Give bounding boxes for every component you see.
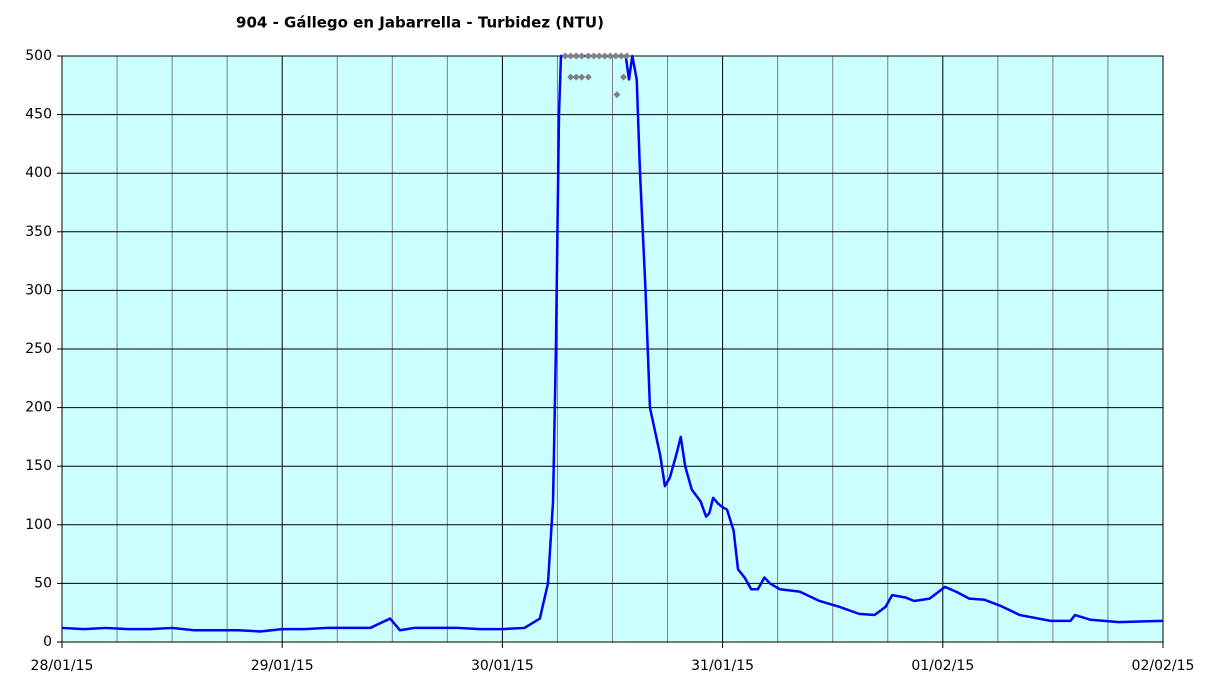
y-tick-label: 200: [25, 400, 52, 416]
chart-title: 904 - Gállego en Jabarrella - Turbidez (…: [236, 14, 604, 32]
data-point: [590, 52, 598, 60]
x-tick-label: 01/02/15: [911, 658, 974, 674]
data-point: [578, 73, 586, 81]
data-point: [601, 52, 609, 60]
y-tick-label: 250: [25, 341, 52, 357]
data-point: [561, 52, 569, 60]
data-point: [623, 52, 631, 60]
x-tick-label: 28/01/15: [31, 658, 94, 674]
x-tick-label: 02/02/15: [1132, 658, 1195, 674]
data-point: [612, 52, 620, 60]
y-tick-label: 150: [25, 458, 52, 474]
y-tick-label: 0: [43, 634, 52, 650]
y-tick-label: 350: [25, 224, 52, 240]
data-point: [572, 73, 580, 81]
x-tick-label: 31/01/15: [691, 658, 754, 674]
data-point: [595, 52, 603, 60]
data-point: [606, 52, 614, 60]
y-tick-label: 300: [25, 282, 52, 298]
y-tick-label: 100: [25, 517, 52, 533]
data-point: [567, 52, 575, 60]
data-point: [578, 52, 586, 60]
data-point: [567, 73, 575, 81]
y-tick-label: 400: [25, 165, 52, 181]
data-line: [61, 54, 1164, 633]
y-tick-label: 450: [25, 107, 52, 123]
data-point: [620, 73, 628, 81]
x-tick-label: 29/01/15: [251, 658, 314, 674]
data-point: [613, 91, 621, 99]
y-tick-label: 500: [25, 48, 52, 64]
data-point: [617, 52, 625, 60]
x-tick-label: 30/01/15: [471, 658, 534, 674]
data-point: [584, 52, 592, 60]
y-tick-label: 50: [34, 575, 52, 591]
data-point: [572, 52, 580, 60]
data-point: [584, 73, 592, 81]
